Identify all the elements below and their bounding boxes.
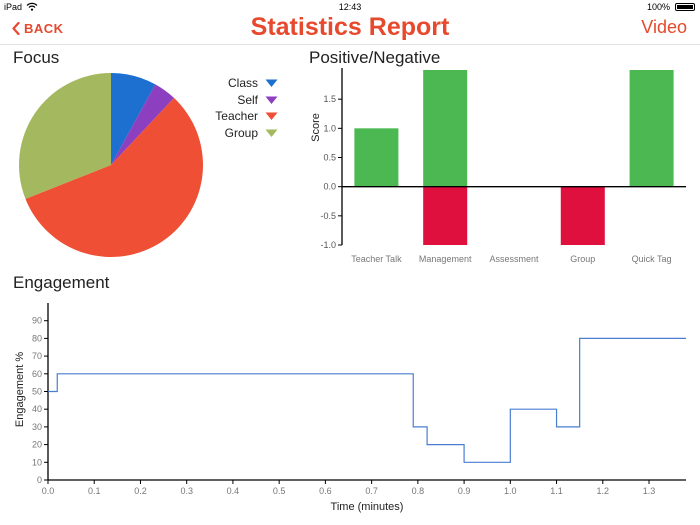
back-label: BACK <box>24 21 64 36</box>
bar-y-tick-label: -1.0 <box>320 240 336 250</box>
pie-slice-class <box>111 73 156 165</box>
line-y-tick-label: 20 <box>32 440 42 450</box>
line-x-tick-label: 0.9 <box>458 486 471 496</box>
bar-category-label: Group <box>570 254 595 264</box>
line-x-tick-label: 0.1 <box>88 486 101 496</box>
legend-label: Group <box>224 125 258 140</box>
legend-label: Self <box>237 92 258 107</box>
bar-y-label: Score <box>310 113 322 142</box>
bar-group-negative <box>560 186 605 245</box>
line-y-tick-label: 70 <box>32 351 42 361</box>
legend-label: Teacher <box>215 109 258 123</box>
line-x-tick-label: 0.5 <box>273 486 286 496</box>
line-x-tick-label: 0.8 <box>412 486 425 496</box>
legend-swatch <box>265 112 278 120</box>
pie-slice-group <box>18 73 111 199</box>
engagement-title: Engagement <box>13 273 110 292</box>
legend-label: Class <box>227 76 258 90</box>
line-x-tick-label: 0.7 <box>365 486 378 496</box>
line-y-tick-label: 60 <box>32 369 42 379</box>
line-x-tick-label: 0.3 <box>180 486 193 496</box>
line-y-tick-label: 90 <box>32 316 42 326</box>
status-bar: iPad 12:43 100% <box>0 0 700 14</box>
line-x-tick-label: 1.0 <box>504 486 517 496</box>
line-y-tick-label: 50 <box>32 387 42 397</box>
positive-negative-title: Positive/Negative <box>309 48 441 67</box>
battery-percent: 100% <box>646 2 670 12</box>
bar-y-tick-label: -0.5 <box>320 211 336 221</box>
line-y-tick-label: 0 <box>37 475 42 485</box>
line-x-tick-label: 0.6 <box>319 486 332 496</box>
legend-item: Teacher <box>208 109 278 126</box>
legend-item: Class <box>208 76 278 93</box>
line-x-tick-label: 1.2 <box>597 486 610 496</box>
bar-y-tick-label: 0.5 <box>323 153 336 163</box>
bar-teacher-talk-positive <box>354 128 399 187</box>
bar-y-tick-label: 1.5 <box>323 94 336 104</box>
bar-category-label: Assessment <box>489 254 539 264</box>
bar-y-tick-label: 0.0 <box>323 182 336 192</box>
wifi-icon <box>26 2 38 13</box>
video-button[interactable]: Video <box>641 17 687 37</box>
bar-management-negative <box>423 186 468 245</box>
bar-category-label: Teacher Talk <box>351 254 402 264</box>
legend-swatch <box>265 96 278 104</box>
bar-management-positive <box>423 70 468 187</box>
legend-item: Self <box>208 93 278 110</box>
engagement-line-chart: 0 10 20 30 40 50 60 70 80 90 0.0 0.1 0.2 0.3 0.4 0.5 0.6… <box>14 303 686 513</box>
line-y-tick-label: 10 <box>32 457 42 467</box>
bar-category-label: Quick Tag <box>632 254 672 264</box>
line-y-tick-label: 30 <box>32 422 42 432</box>
battery-icon <box>675 3 695 11</box>
legend-swatch <box>265 79 278 87</box>
line-x-label: Time (minutes) <box>331 501 404 513</box>
bar-y-tick-label: 1.0 <box>323 123 336 133</box>
clock: 12:43 <box>338 2 362 12</box>
line-x-tick-label: 0.0 <box>42 486 55 496</box>
focus-title: Focus <box>13 48 60 67</box>
pie-slice-teacher <box>25 97 203 257</box>
line-x-tick-label: 0.2 <box>134 486 147 496</box>
chevron-left-icon <box>12 22 20 35</box>
bar-quick-tag-positive <box>629 70 674 187</box>
legend-item: Group <box>208 126 278 143</box>
line-x-tick-label: 0.4 <box>227 486 240 496</box>
pie-slice-self <box>111 84 174 165</box>
line-x-tick-label: 1.3 <box>643 486 656 496</box>
focus-pie-chart <box>18 73 203 257</box>
line-y-tick-label: 80 <box>32 333 42 343</box>
line-y-label: Engagement % <box>14 352 26 427</box>
line-x-tick-label: 1.1 <box>550 486 563 496</box>
bar-category-label: Management <box>419 254 472 264</box>
line-y-tick-label: 40 <box>32 404 42 414</box>
page-title: Statistics Report <box>250 13 450 41</box>
engagement-series-line <box>48 337 686 463</box>
legend-swatch <box>265 129 278 137</box>
back-button[interactable]: BACK <box>12 21 64 36</box>
nav-bar: BACK Statistics Report Video <box>0 13 700 45</box>
focus-legend: Class Self Teacher Group <box>208 76 278 142</box>
device-label: iPad <box>4 2 23 12</box>
